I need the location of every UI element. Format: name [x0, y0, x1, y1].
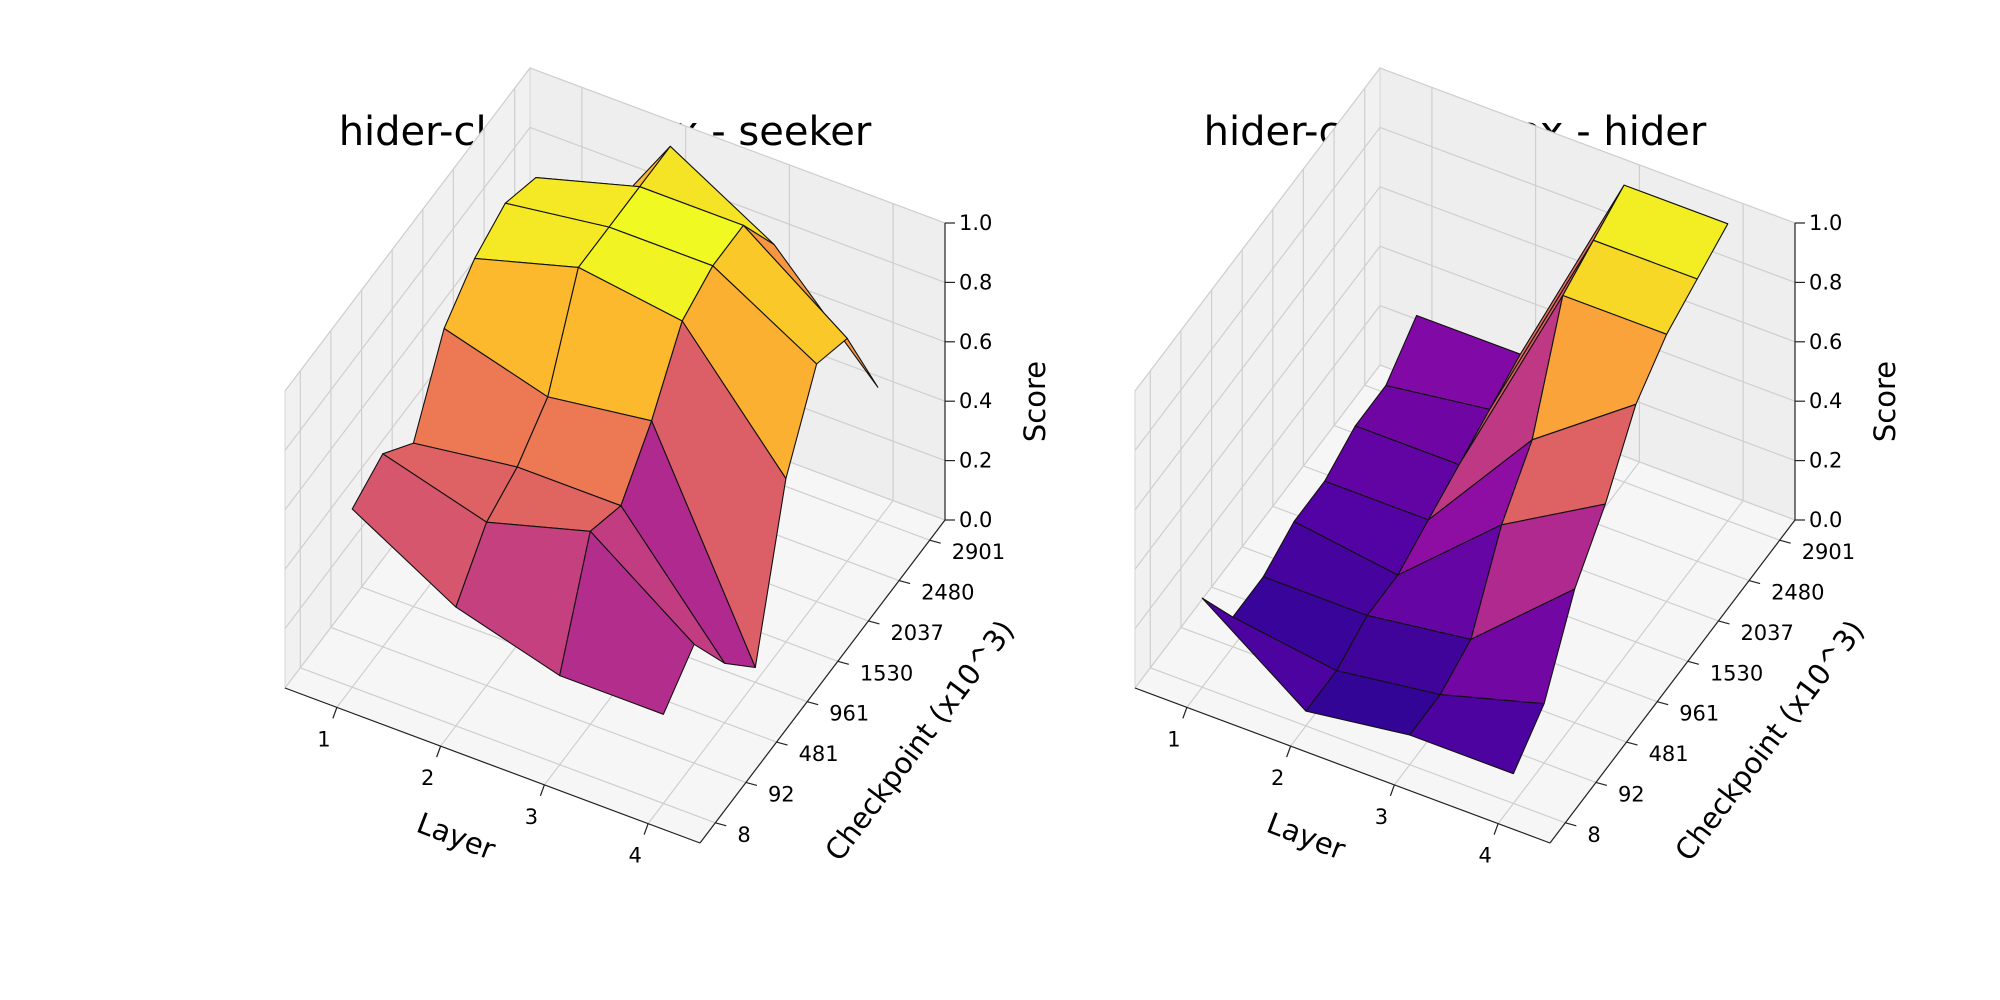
- y-tick-label: 481: [1649, 742, 1689, 766]
- x-tick-mark: [643, 823, 649, 835]
- z-tick-label: 0.6: [959, 330, 992, 354]
- z-tick-label: 0.0: [1809, 508, 1842, 532]
- x-axis-ticks: 1 2 3 4: [317, 707, 649, 868]
- y-tick-mark: [837, 660, 849, 665]
- y-tick-mark: [1718, 620, 1730, 625]
- x-tick-mark: [1493, 823, 1499, 835]
- y-tick-label: 1530: [1710, 661, 1763, 685]
- y-tick-label: 2901: [952, 540, 1005, 564]
- x-tick-label: 1: [1167, 727, 1180, 751]
- z-tick-label: 0.4: [1809, 389, 1842, 413]
- x-tick-label: 4: [1478, 844, 1491, 868]
- y-tick-label: 92: [768, 782, 795, 806]
- y-tick-mark: [745, 781, 758, 787]
- y-tick-label: 2037: [1740, 621, 1793, 645]
- y-axis-line: [1549, 519, 1796, 844]
- surface: [351, 145, 879, 715]
- y-tick-label: 2480: [1771, 581, 1824, 605]
- y-tick-label: 2901: [1802, 540, 1855, 564]
- x-tick-mark: [332, 707, 338, 719]
- y-tick-mark: [1565, 822, 1577, 827]
- x-tick-mark: [1389, 784, 1395, 797]
- y-tick-mark: [929, 539, 941, 544]
- y-tick-label: 961: [1679, 702, 1719, 726]
- y-tick-mark: [1626, 741, 1638, 746]
- y-axis-label: Checkpoint (x10^3): [818, 614, 1021, 868]
- z-axis-label: Score: [1868, 361, 1902, 442]
- gridline: [284, 126, 946, 451]
- y-tick-label: 1530: [860, 661, 913, 685]
- x-axis-line: [284, 687, 701, 844]
- y-tick-mark: [1595, 781, 1608, 787]
- gridline: [284, 67, 946, 392]
- y-tick-mark: [807, 701, 819, 706]
- x-axis-label: Layer: [1262, 806, 1350, 867]
- z-tick-label: 0.2: [1809, 449, 1842, 473]
- x-tick-mark: [1286, 745, 1292, 758]
- x-tick-label: 1: [317, 727, 330, 751]
- y-tick-mark: [1779, 539, 1791, 544]
- x-tick-label: 4: [628, 844, 641, 868]
- gridline: [1134, 67, 1796, 392]
- y-axis-label: Checkpoint (x10^3): [1668, 614, 1871, 868]
- gridline: [1134, 364, 1796, 689]
- x-tick-label: 3: [525, 805, 538, 829]
- surface-patch: [1409, 694, 1545, 775]
- z-tick-label: 0.2: [959, 449, 992, 473]
- x-tick-label: 2: [1271, 766, 1284, 790]
- y-tick-label: 481: [799, 742, 839, 766]
- gridline: [1134, 304, 1796, 629]
- z-tick-label: 0.8: [1809, 270, 1842, 294]
- y-tick-mark: [776, 741, 788, 746]
- z-tick-label: 0.4: [959, 389, 992, 413]
- z-tick-label: 0.6: [1809, 330, 1842, 354]
- x-tick-mark: [1182, 707, 1188, 719]
- y-tick-mark: [1687, 660, 1699, 665]
- y-axis-line: [699, 519, 946, 844]
- x-tick-mark: [539, 784, 545, 797]
- z-tick-label: 1.0: [959, 211, 992, 235]
- x-tick-mark: [436, 745, 442, 758]
- z-tick-label: 1.0: [1809, 211, 1842, 235]
- y-tick-mark: [715, 822, 727, 827]
- y-tick-label: 92: [1618, 782, 1645, 806]
- z-tick-label: 0.0: [959, 508, 992, 532]
- x-axis-line: [1134, 687, 1551, 844]
- y-tick-label: 2037: [890, 621, 943, 645]
- x-tick-label: 3: [1375, 805, 1388, 829]
- surface: [1201, 184, 1729, 775]
- seeker-surface-chart: hider-close-to-box - seeker 123489248196…: [284, 66, 1052, 868]
- y-tick-label: 2480: [921, 581, 974, 605]
- x-axis-label: Layer: [412, 806, 500, 867]
- hider-surface-chart: hider-close-to-box - hider 1234892481961…: [1134, 66, 1902, 868]
- y-tick-label: 8: [1587, 823, 1600, 847]
- surface-patch: [559, 530, 695, 715]
- z-axis-ticks: 0.0 0.2 0.4 0.6 0.8 1.0: [945, 211, 992, 532]
- y-tick-mark: [868, 620, 880, 625]
- y-tick-mark: [1657, 701, 1669, 706]
- x-axis-ticks: 1 2 3 4: [1167, 707, 1499, 868]
- y-tick-label: 961: [829, 702, 869, 726]
- z-axis-ticks: 0.0 0.2 0.4 0.6 0.8 1.0: [1795, 211, 1842, 532]
- y-tick-mark: [1748, 579, 1761, 585]
- z-axis-label: Score: [1018, 361, 1052, 442]
- y-tick-mark: [898, 579, 911, 585]
- z-tick-label: 0.8: [959, 270, 992, 294]
- x-tick-label: 2: [421, 766, 434, 790]
- y-tick-label: 8: [737, 823, 750, 847]
